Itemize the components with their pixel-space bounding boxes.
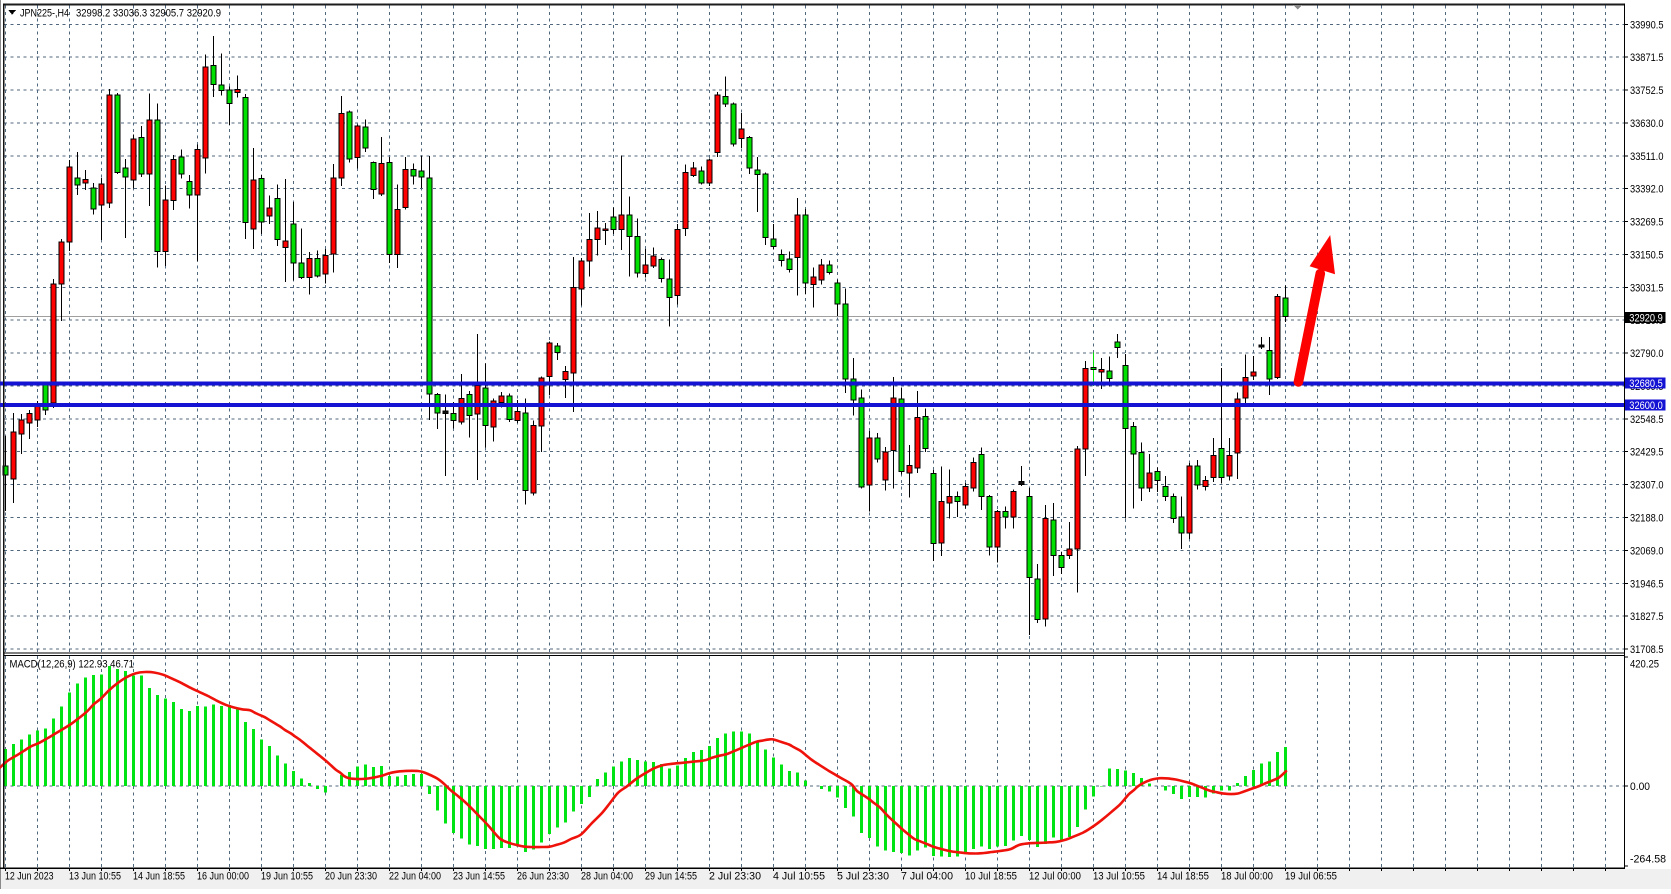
svg-text:33269.5: 33269.5 (1630, 217, 1664, 229)
svg-text:33990.5: 33990.5 (1630, 19, 1664, 31)
svg-text:10 Jul 18:55: 10 Jul 18:55 (965, 871, 1017, 883)
svg-text:420.25: 420.25 (1630, 659, 1659, 671)
svg-text:-264.58: -264.58 (1630, 854, 1666, 866)
svg-text:MACD(12,26,9) 122.93 46.71: MACD(12,26,9) 122.93 46.71 (10, 658, 135, 670)
svg-text:33871.5: 33871.5 (1630, 52, 1664, 64)
svg-text:7 Jul 04:00: 7 Jul 04:00 (901, 871, 953, 883)
svg-text:20 Jun 23:30: 20 Jun 23:30 (325, 871, 377, 883)
svg-text:JPN225-,H4: JPN225-,H4 (20, 8, 69, 20)
svg-text:16 Jun 00:00: 16 Jun 00:00 (197, 871, 249, 883)
svg-text:32920.9: 32920.9 (1629, 313, 1663, 325)
svg-text:12 Jul 00:00: 12 Jul 00:00 (1029, 871, 1081, 883)
svg-text:31827.5: 31827.5 (1630, 611, 1664, 623)
svg-text:31946.5: 31946.5 (1630, 578, 1664, 590)
svg-text:33511.0: 33511.0 (1630, 151, 1664, 163)
svg-text:12 Jun 2023: 12 Jun 2023 (5, 871, 54, 883)
svg-text:32188.0: 32188.0 (1630, 513, 1664, 525)
svg-text:22 Jun 04:00: 22 Jun 04:00 (389, 871, 441, 883)
svg-text:23 Jun 14:55: 23 Jun 14:55 (453, 871, 505, 883)
svg-text:33150.5: 33150.5 (1630, 250, 1664, 262)
svg-text:14 Jul 18:55: 14 Jul 18:55 (1157, 871, 1209, 883)
svg-text:32680.5: 32680.5 (1629, 378, 1663, 390)
svg-text:4 Jul 10:55: 4 Jul 10:55 (773, 871, 825, 883)
svg-text:32429.5: 32429.5 (1630, 447, 1664, 459)
svg-text:18 Jul 00:00: 18 Jul 00:00 (1221, 871, 1273, 883)
svg-text:28 Jun 04:00: 28 Jun 04:00 (581, 871, 633, 883)
svg-text:29 Jun 14:55: 29 Jun 14:55 (645, 871, 697, 883)
svg-text:26 Jun 23:30: 26 Jun 23:30 (517, 871, 569, 883)
svg-text:32307.0: 32307.0 (1630, 480, 1664, 492)
svg-text:19 Jun 10:55: 19 Jun 10:55 (261, 871, 313, 883)
svg-text:5 Jul 23:30: 5 Jul 23:30 (837, 871, 889, 883)
svg-text:13 Jul 10:55: 13 Jul 10:55 (1093, 871, 1145, 883)
svg-text:31708.5: 31708.5 (1630, 644, 1664, 656)
svg-text:32790.0: 32790.0 (1630, 348, 1664, 360)
svg-text:33031.5: 33031.5 (1630, 282, 1664, 294)
svg-text:32600.0: 32600.0 (1629, 400, 1663, 412)
svg-text:19 Jul 06:55: 19 Jul 06:55 (1285, 871, 1337, 883)
svg-text:33392.0: 33392.0 (1630, 184, 1664, 196)
svg-text:33752.5: 33752.5 (1630, 85, 1664, 97)
svg-text:13 Jun 10:55: 13 Jun 10:55 (69, 871, 121, 883)
svg-text:14 Jun 18:55: 14 Jun 18:55 (133, 871, 185, 883)
svg-text:2 Jul 23:30: 2 Jul 23:30 (709, 871, 761, 883)
svg-text:0.00: 0.00 (1630, 781, 1650, 793)
svg-text:33630.0: 33630.0 (1630, 118, 1664, 130)
svg-text:32548.5: 32548.5 (1630, 414, 1664, 426)
svg-text:32998.2 33036.3 32905.7 32920.: 32998.2 33036.3 32905.7 32920.9 (76, 8, 221, 20)
svg-text:32069.0: 32069.0 (1630, 545, 1664, 557)
